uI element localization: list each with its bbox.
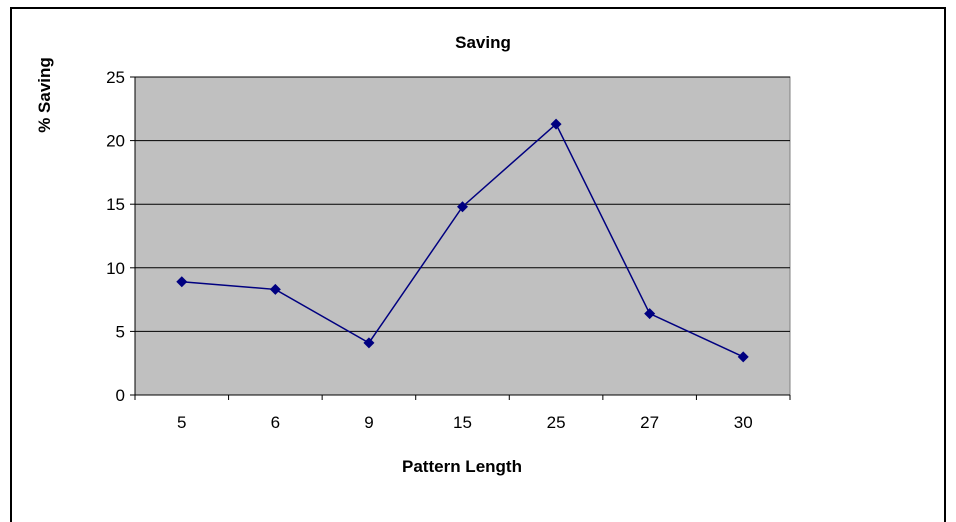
data-point-marker [176, 276, 188, 288]
plot-area [134, 76, 791, 396]
y-axis-title: % Saving [35, 57, 54, 133]
y-axis-label: % Saving [35, 57, 54, 133]
y-tick-label: 15 [106, 195, 125, 214]
x-tick-label: 5 [177, 413, 186, 432]
y-axis: 0 5 10 15 20 25 [106, 68, 136, 405]
y-tick-label: 25 [106, 68, 125, 87]
x-axis-title: Pattern Length [402, 457, 522, 476]
data-point-marker [457, 201, 468, 213]
x-tick-label: 15 [453, 413, 472, 432]
data-point-marker [644, 308, 656, 320]
y-tick-label: 5 [116, 322, 125, 341]
y-tick-label: 10 [106, 259, 125, 278]
data-point-marker [737, 351, 749, 363]
series-layer [176, 118, 749, 363]
x-tick-label: 27 [640, 413, 659, 432]
x-tick-label: 30 [734, 413, 753, 432]
x-axis: 5 6 9 15 25 27 30 [134, 394, 791, 432]
data-point-marker [363, 337, 375, 349]
data-point-marker [269, 283, 281, 295]
data-point-marker [550, 118, 562, 130]
x-tick-label: 6 [271, 413, 280, 432]
y-tick-label: 20 [106, 132, 125, 151]
x-tick-label: 25 [547, 413, 566, 432]
y-tick-label: 0 [116, 386, 125, 405]
chart-title: Saving [455, 33, 511, 52]
x-tick-label: 9 [364, 413, 373, 432]
